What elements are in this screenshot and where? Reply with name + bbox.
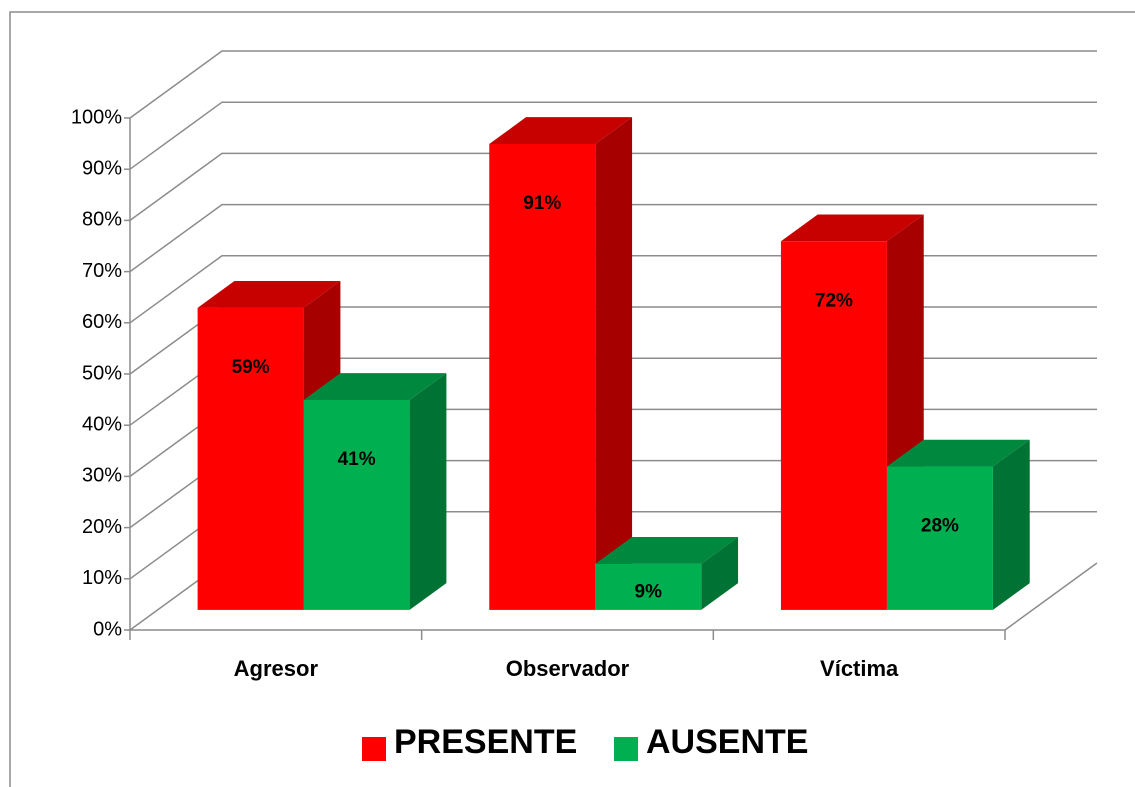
bar-side bbox=[409, 373, 447, 610]
bar-front bbox=[303, 399, 410, 610]
legend-swatch bbox=[362, 737, 386, 761]
bar-front bbox=[595, 563, 702, 610]
bar-front bbox=[489, 143, 596, 610]
bar-side bbox=[595, 117, 633, 610]
y-tick-label: 0% bbox=[93, 618, 122, 640]
y-tick-label: 20% bbox=[82, 516, 122, 538]
frame bbox=[9, 11, 1135, 787]
y-tick-label: 60% bbox=[82, 311, 122, 333]
grid-line bbox=[129, 152, 1097, 222]
bar bbox=[595, 537, 739, 610]
data-label: 59% bbox=[232, 357, 270, 378]
bar-top bbox=[595, 537, 739, 564]
x-tick-label: Víctima bbox=[820, 656, 899, 681]
y-tick-label: 10% bbox=[82, 567, 122, 589]
bar-top bbox=[489, 117, 633, 144]
y-tick-label: 50% bbox=[82, 362, 122, 384]
bar-front bbox=[886, 466, 993, 610]
data-label: 9% bbox=[635, 581, 663, 602]
y-tick-label: 80% bbox=[82, 209, 122, 231]
y-tick-label: 40% bbox=[82, 413, 122, 435]
data-label: 72% bbox=[815, 290, 853, 311]
bar-top bbox=[197, 281, 341, 308]
legend-swatch bbox=[614, 737, 638, 761]
y-tick-label: 90% bbox=[82, 157, 122, 179]
data-label: 28% bbox=[921, 516, 959, 537]
legend-label: PRESENTE bbox=[394, 723, 577, 761]
data-label: 91% bbox=[523, 193, 561, 214]
bar-top bbox=[303, 373, 447, 400]
grid-line bbox=[129, 101, 1097, 170]
grid-line bbox=[129, 50, 1097, 119]
legend-label: AUSENTE bbox=[646, 723, 808, 761]
data-label: 41% bbox=[338, 449, 376, 470]
bar-top bbox=[780, 214, 924, 242]
x-tick-label: Agresor bbox=[234, 656, 319, 681]
bar-front bbox=[197, 307, 304, 610]
bar bbox=[489, 117, 633, 610]
bar-front bbox=[780, 241, 887, 610]
floor bbox=[127, 562, 1098, 631]
bar-side bbox=[701, 537, 739, 610]
x-tick-label: Observador bbox=[506, 656, 630, 681]
y-tick-label: 70% bbox=[82, 260, 122, 282]
bar-side bbox=[992, 439, 1030, 610]
grid-line bbox=[129, 203, 1097, 273]
bar bbox=[886, 439, 1030, 610]
bar bbox=[303, 373, 447, 610]
y-tick-label: 30% bbox=[82, 465, 122, 487]
bar-top bbox=[886, 439, 1030, 467]
y-tick-label: 100% bbox=[71, 106, 122, 128]
